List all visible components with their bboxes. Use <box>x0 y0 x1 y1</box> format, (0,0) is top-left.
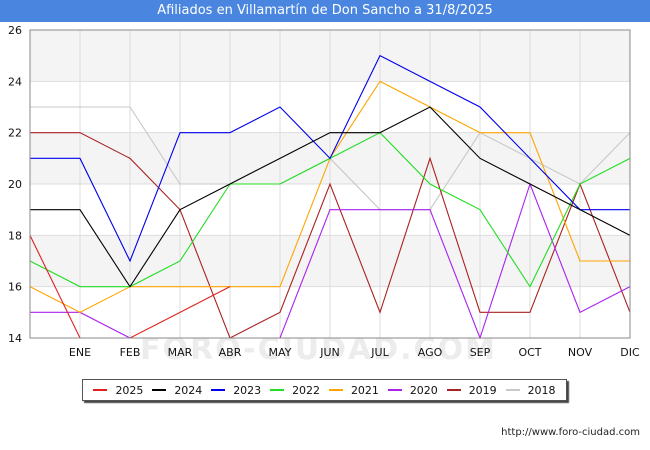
x-tick-label: ABR <box>219 346 242 359</box>
x-tick-label: JUL <box>370 346 389 359</box>
y-tick-label: 16 <box>8 281 22 294</box>
legend-swatch <box>328 389 343 391</box>
x-tick-label: AGO <box>418 346 443 359</box>
legend-swatch <box>270 389 285 391</box>
x-tick-label: MAR <box>168 346 193 359</box>
legend-swatch <box>211 389 226 391</box>
legend-label: 2024 <box>174 383 203 397</box>
x-tick-label: JUN <box>319 346 340 359</box>
legend-label: 2023 <box>233 383 262 397</box>
y-tick-label: 20 <box>8 178 22 191</box>
x-tick-label: ENE <box>69 346 91 359</box>
legend-label: 2020 <box>409 383 438 397</box>
x-tick-label: SEP <box>470 346 491 359</box>
legend-item-2021: 2021 <box>328 383 379 397</box>
series-line-2023 <box>30 54 630 263</box>
footer-url: http://www.foro-ciudad.com <box>501 427 640 438</box>
legend-item-2018: 2018 <box>505 383 556 397</box>
y-tick-label: 18 <box>8 229 22 242</box>
legend-swatch <box>93 389 108 391</box>
chart-title: Afiliados en Villamartín de Don Sancho a… <box>0 0 650 22</box>
legend-item-2020: 2020 <box>387 383 438 397</box>
series-line-2024 <box>30 106 631 288</box>
series-line-2019 <box>30 132 631 339</box>
legend-swatch <box>446 389 461 391</box>
x-tick-label: OCT <box>518 346 541 359</box>
y-axis-ticks: 14 16 18 20 22 24 26 <box>8 24 22 345</box>
x-axis-ticks: ENE FEB MAR ABR MAY JUN JUL AGO SEP OCT NOV DIC <box>69 346 640 359</box>
legend-item-2023: 2023 <box>211 384 261 397</box>
legend-item-2022: 2022 <box>270 384 320 397</box>
y-tick-label: 26 <box>8 24 22 37</box>
legend-item-2024: 2024 <box>152 384 202 397</box>
legend: 2025 2024 2023 2022 2021 2020 2019 2018 <box>82 379 567 401</box>
legend-label: 2018 <box>527 383 556 397</box>
legend-label: 2025 <box>115 383 144 397</box>
plot-frame <box>29 29 631 339</box>
legend-label: 2021 <box>350 383 379 397</box>
y-tick-label: 24 <box>8 75 22 88</box>
x-tick-label: NOV <box>568 346 593 359</box>
legend-item-2025: 2025 <box>93 384 143 397</box>
x-tick-label: FEB <box>120 346 141 359</box>
legend-item-2019: 2019 <box>446 383 497 397</box>
x-tick-label: MAY <box>269 346 292 359</box>
x-tick-label: DIC <box>620 346 640 359</box>
legend-label: 2022 <box>292 383 321 397</box>
legend-swatch <box>387 389 402 391</box>
y-tick-label: 14 <box>8 332 22 345</box>
legend-label: 2019 <box>468 383 497 397</box>
legend-swatch <box>152 389 167 391</box>
y-tick-label: 22 <box>8 127 22 140</box>
legend-swatch <box>505 389 520 391</box>
